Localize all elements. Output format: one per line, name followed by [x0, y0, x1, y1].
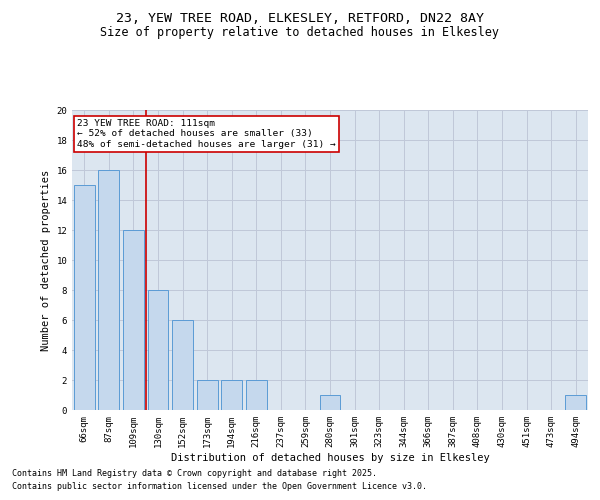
Bar — [74, 185, 95, 410]
Bar — [197, 380, 218, 410]
Y-axis label: Number of detached properties: Number of detached properties — [41, 170, 51, 350]
Bar — [221, 380, 242, 410]
Bar — [320, 395, 340, 410]
Text: Contains HM Land Registry data © Crown copyright and database right 2025.: Contains HM Land Registry data © Crown c… — [12, 468, 377, 477]
Bar — [172, 320, 193, 410]
Text: 23 YEW TREE ROAD: 111sqm
← 52% of detached houses are smaller (33)
48% of semi-d: 23 YEW TREE ROAD: 111sqm ← 52% of detach… — [77, 119, 336, 149]
Bar — [148, 290, 169, 410]
Bar — [565, 395, 586, 410]
Text: Size of property relative to detached houses in Elkesley: Size of property relative to detached ho… — [101, 26, 499, 39]
X-axis label: Distribution of detached houses by size in Elkesley: Distribution of detached houses by size … — [170, 452, 490, 462]
Bar — [98, 170, 119, 410]
Bar — [123, 230, 144, 410]
Bar — [246, 380, 267, 410]
Text: Contains public sector information licensed under the Open Government Licence v3: Contains public sector information licen… — [12, 482, 427, 491]
Text: 23, YEW TREE ROAD, ELKESLEY, RETFORD, DN22 8AY: 23, YEW TREE ROAD, ELKESLEY, RETFORD, DN… — [116, 12, 484, 26]
